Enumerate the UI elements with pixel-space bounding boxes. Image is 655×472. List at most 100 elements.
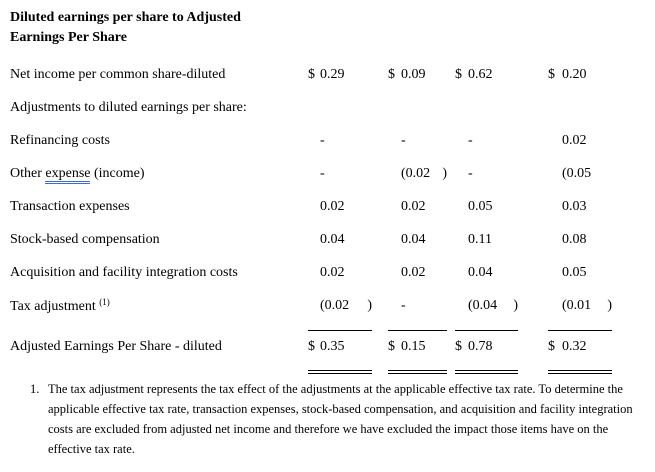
cell-currency-symbol (388, 132, 401, 165)
row-label: Adjusted Earnings Per Share - diluted (10, 339, 222, 354)
cell-close-paren (435, 99, 447, 132)
column-gap (447, 231, 455, 264)
cell-close-paren (356, 330, 372, 362)
row-label: Transaction expenses (10, 199, 130, 214)
cell-close-paren (598, 132, 612, 165)
column-gap (518, 297, 548, 331)
cell-currency-symbol (308, 99, 320, 132)
cell-currency-symbol (308, 132, 320, 165)
double-rule (505, 362, 518, 374)
table-row: Transaction expenses 0.02 0.02 0.05 0.03 (10, 198, 612, 231)
double-rule-row (10, 362, 612, 374)
cell-value: (0.01 (562, 298, 592, 313)
cell-currency-symbol (388, 198, 401, 231)
column-gap (372, 362, 388, 372)
cell-value: 0.15 (401, 330, 435, 362)
cell-value (562, 99, 598, 132)
table-row: Acquisition and facility integration cos… (10, 264, 612, 297)
row-label: Net income per common share-diluted (10, 67, 226, 82)
cell-currency-symbol (308, 198, 320, 231)
cell-currency-symbol (308, 297, 320, 331)
cell-value: - (320, 166, 325, 181)
cell-close-paren: ) (367, 298, 372, 313)
column-gap (518, 132, 548, 165)
cell-value: 0.04 (468, 265, 493, 280)
cell-currency-symbol (455, 297, 468, 331)
cell-currency-symbol (308, 231, 320, 264)
cell-value: 0.04 (401, 232, 426, 247)
table-row: Tax adjustment (1) (0.02) - (0.04) (0.01) (10, 297, 612, 331)
column-gap (372, 165, 388, 198)
cell-close-paren (598, 198, 612, 231)
cell-value: (0.02 (401, 166, 431, 181)
cell-value: - (401, 298, 406, 313)
cell-close-paren (505, 132, 518, 165)
cell-close-paren (435, 264, 447, 297)
column-gap (447, 264, 455, 297)
cell-currency-symbol (388, 264, 401, 297)
cell-close-paren (598, 66, 612, 99)
cell-value: - (468, 133, 473, 148)
column-gap (447, 297, 455, 331)
column-gap (518, 198, 548, 231)
cell-close-paren (435, 297, 447, 331)
cell-currency-symbol: $ (388, 330, 401, 362)
cell-value: 0.02 (320, 199, 345, 214)
cell-currency-symbol (455, 264, 468, 297)
cell-value: (0.05 (562, 166, 592, 181)
column-gap (372, 264, 388, 297)
table-row: Net income per common share-diluted $0.29… (10, 66, 612, 99)
column-gap (372, 231, 388, 264)
cell-value: 0.04 (320, 232, 345, 247)
cell-close-paren (505, 264, 518, 297)
column-gap (372, 297, 388, 331)
grammar-underlined-word: expense (45, 166, 91, 184)
cell-value: 0.09 (401, 67, 426, 82)
column-gap (372, 198, 388, 231)
double-rule (401, 362, 435, 374)
table-row: Stock-based compensation 0.04 0.04 0.11 0.08 (10, 231, 612, 264)
cell-currency-symbol: $ (308, 330, 320, 362)
cell-value: 0.02 (562, 133, 587, 148)
cell-value (320, 99, 356, 132)
cell-currency-symbol: $ (455, 330, 468, 362)
column-gap (518, 165, 548, 198)
row-label: Refinancing costs (10, 133, 110, 148)
footnote-text: The tax adjustment represents the tax ef… (48, 382, 633, 456)
cell-value: 0.32 (562, 330, 598, 362)
cell-value: 0.08 (562, 232, 587, 247)
cell-close-paren (598, 330, 612, 362)
cell-value: 0.03 (562, 199, 587, 214)
column-gap (447, 99, 455, 132)
cell-currency-symbol (388, 297, 401, 331)
cell-currency-symbol (455, 132, 468, 165)
cell-currency-symbol (388, 99, 401, 132)
double-rule (320, 362, 356, 374)
cell-currency-symbol: $ (548, 330, 562, 362)
cell-currency-symbol (548, 99, 562, 132)
cell-value: 0.62 (468, 67, 493, 82)
cell-value: 0.02 (401, 199, 426, 214)
eps-table-body: Net income per common share-diluted $0.29… (10, 66, 612, 374)
column-gap (447, 331, 455, 363)
cell-value: 0.20 (562, 67, 587, 82)
cell-close-paren (356, 231, 372, 264)
double-rule (598, 362, 612, 374)
cell-currency-symbol (388, 231, 401, 264)
row-label: Adjustments to diluted earnings per shar… (10, 100, 247, 115)
cell-close-paren (598, 264, 612, 297)
cell-close-paren: ) (513, 298, 518, 313)
row-label: Other expense (income) (10, 165, 308, 198)
cell-close-paren (505, 330, 518, 362)
eps-reconciliation-table: Net income per common share-diluted $0.29… (10, 66, 612, 374)
column-gap (518, 331, 548, 363)
cell-close-paren (435, 198, 447, 231)
footnote-marker: 1. (30, 382, 40, 396)
footnote-ref: (1) (99, 296, 110, 307)
cell-value (401, 99, 435, 132)
cell-close-paren (356, 165, 372, 198)
cell-currency-symbol: $ (308, 67, 315, 82)
double-rule (435, 362, 447, 374)
cell-value: - (468, 166, 473, 181)
